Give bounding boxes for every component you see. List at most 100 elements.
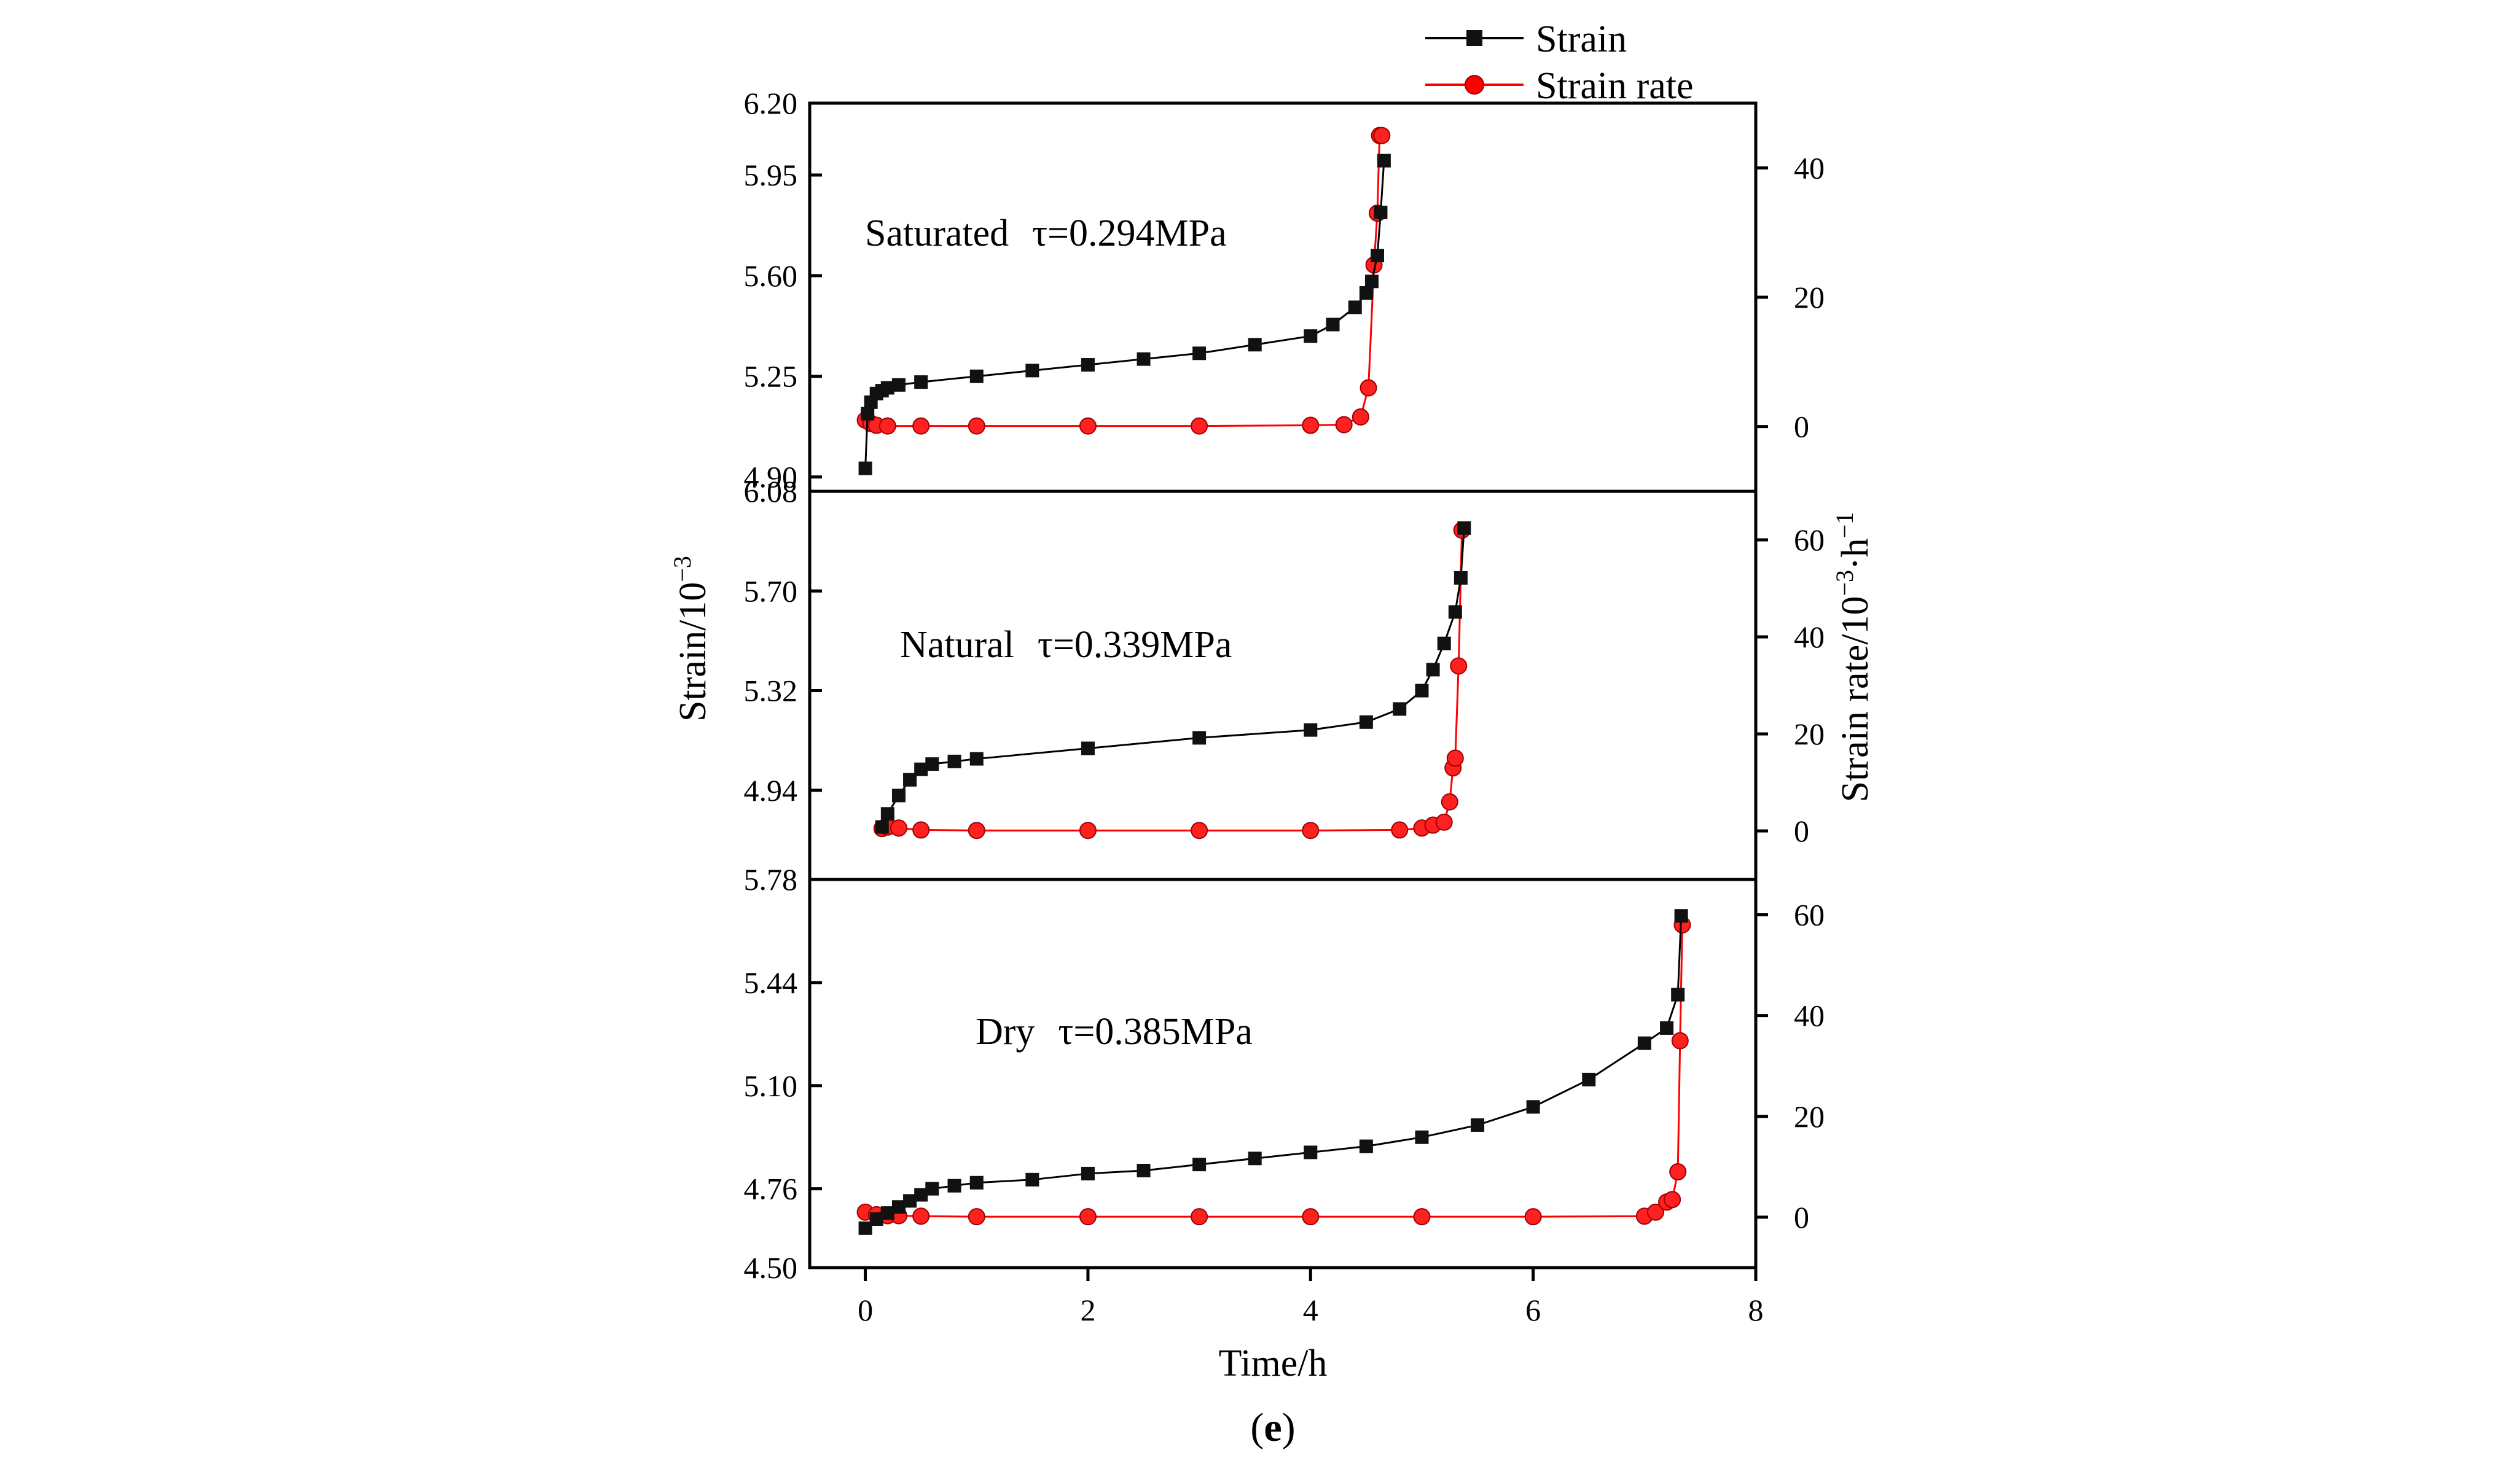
strain-rate-point-natural	[1446, 749, 1464, 767]
x-axis-title: Time/h	[1219, 1343, 1328, 1384]
strain-rate-point-saturated	[1191, 417, 1208, 435]
strain-rate-point-saturated	[968, 417, 985, 435]
strain-point-dry	[891, 1200, 906, 1214]
strain-rate-point-saturated	[1352, 408, 1369, 426]
strain-point-dry	[1025, 1172, 1039, 1187]
strain-tick-label-dry: 5.78	[744, 862, 798, 897]
rate-tick-label-dry: 0	[1794, 1200, 1809, 1234]
y-right-title-exp2: −1	[1831, 512, 1858, 539]
strain-point-natural	[1415, 684, 1429, 698]
panel-frame-saturated	[808, 101, 1758, 493]
strain-line-dry	[864, 916, 1683, 1229]
strain-rate-line-natural	[882, 530, 1463, 832]
annotation-stress-dry: τ=0.385MPa	[1058, 1011, 1253, 1053]
panels-container: 6.20 5.95 5.60 5.25 4.90 40 20 0 Saturated τ=0.29…	[744, 86, 1825, 1285]
strain-point-dry	[1137, 1164, 1151, 1177]
strain-point-natural	[947, 754, 961, 768]
strain-point-saturated	[1137, 352, 1151, 366]
strain-rate-point-dry	[1302, 1208, 1320, 1226]
strain-tick-label-natural: 4.94	[744, 773, 798, 808]
strain-rate-point-dry	[1524, 1208, 1542, 1226]
strain-rate-point-natural	[1435, 813, 1453, 831]
panel-frame-natural	[808, 489, 1758, 881]
strain-tick-label-saturated: 5.60	[744, 259, 798, 293]
strain-rate-point-dry	[1646, 1203, 1664, 1221]
strain-rate-point-dry	[1079, 1208, 1097, 1226]
strain-rate-point-natural	[1391, 821, 1409, 839]
strain-point-natural	[880, 807, 894, 821]
strain-rate-point-saturated	[1079, 417, 1097, 435]
strain-point-natural	[1437, 636, 1451, 650]
strain-point-dry	[858, 1221, 872, 1235]
strain-tick-label-saturated: 6.20	[744, 86, 798, 120]
rate-tick-label-saturated: 20	[1794, 280, 1825, 314]
strain-tick-label-dry: 5.10	[744, 1069, 798, 1103]
y-right-title-exp1: −3	[1831, 570, 1858, 596]
strain-tick-label-saturated: 5.95	[744, 158, 798, 192]
y-right-axis-title: Strain rate/10−3·h−1	[1831, 512, 1876, 803]
x-tick-label: 0	[858, 1293, 873, 1327]
strain-point-dry	[1660, 1021, 1674, 1035]
rate-tick-label-dry: 40	[1794, 999, 1825, 1033]
strain-point-saturated	[1025, 364, 1039, 378]
strain-point-saturated	[1192, 346, 1207, 361]
strain-point-saturated	[891, 378, 906, 392]
strain-point-saturated	[1359, 286, 1373, 300]
strain-point-dry	[1674, 909, 1688, 923]
strain-point-saturated	[880, 381, 894, 395]
strain-point-dry	[1415, 1130, 1429, 1144]
y-left-title-main: Strain/10	[672, 582, 714, 722]
strain-point-dry	[1192, 1158, 1207, 1172]
rate-tick-label-natural: 40	[1794, 620, 1825, 654]
y-left-title-exponent: −3	[668, 556, 696, 582]
strain-point-dry	[1471, 1118, 1485, 1132]
strain-tick-label-saturated: 4.90	[744, 460, 798, 494]
rate-tick-label-natural: 20	[1794, 717, 1825, 751]
strain-point-natural	[1454, 571, 1468, 585]
strain-point-dry	[869, 1212, 883, 1226]
rate-tick-label-dry: 20	[1794, 1099, 1825, 1134]
y-right-title-main: Strain rate/10	[1834, 596, 1876, 803]
x-axis: 0 2 4 6 8	[858, 1268, 1764, 1327]
strain-point-natural	[1457, 521, 1471, 535]
strain-point-natural	[1192, 731, 1207, 745]
panel-dry: 5.78 5.44 5.10 4.76 4.50 60 40 20 0 Dry τ=0.385MPa	[744, 862, 1825, 1285]
strain-tick-label-dry: 5.44	[744, 965, 798, 1000]
strain-tick-label-natural: 6.08	[744, 474, 798, 509]
figure-label-open: (	[1250, 1405, 1264, 1450]
strain-point-dry	[947, 1179, 961, 1193]
x-tick-label: 4	[1303, 1293, 1318, 1327]
strain-point-dry	[1671, 988, 1685, 1002]
strain-point-dry	[969, 1175, 984, 1190]
legend: Strain Strain rate	[1425, 18, 1694, 107]
strain-point-saturated	[861, 407, 875, 421]
strain-point-natural	[1426, 663, 1440, 677]
annotation-natural: Natural τ=0.339MPa	[900, 624, 1232, 666]
strain-point-natural	[969, 752, 984, 766]
strain-point-dry	[1637, 1036, 1651, 1050]
strain-rate-line-dry	[865, 924, 1683, 1218]
strain-tick-label-dry: 4.50	[744, 1250, 798, 1285]
strain-point-dry	[1248, 1152, 1262, 1166]
strain-tick-label-saturated: 5.25	[744, 359, 798, 394]
panel-frame-dry	[808, 878, 1758, 1269]
strain-rate-point-dry	[1671, 1032, 1689, 1050]
annotation-condition-dry: Dry	[976, 1011, 1035, 1053]
legend-strain-rate-marker	[1465, 75, 1484, 95]
rate-tick-label-natural: 60	[1794, 523, 1825, 557]
strain-point-saturated	[1348, 300, 1362, 314]
strain-point-natural	[1081, 741, 1095, 755]
strain-point-dry	[1304, 1145, 1318, 1160]
x-tick-label: 8	[1748, 1293, 1764, 1327]
strain-tick-label-natural: 5.32	[744, 674, 798, 708]
annotation-saturated: Saturated τ=0.294MPa	[865, 212, 1227, 254]
strain-point-natural	[891, 789, 906, 803]
strain-rate-point-natural	[1450, 657, 1468, 675]
annotation-stress-saturated: τ=0.294MPa	[1032, 212, 1227, 254]
strain-point-dry	[903, 1194, 917, 1208]
strain-point-dry	[1526, 1100, 1540, 1114]
strain-point-saturated	[1326, 318, 1340, 332]
rate-tick-label-saturated: 40	[1794, 150, 1825, 185]
strain-point-dry	[925, 1182, 939, 1196]
